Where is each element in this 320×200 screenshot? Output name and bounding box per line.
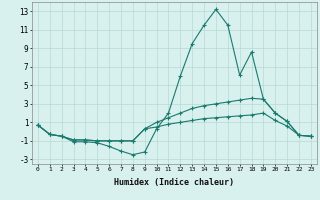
X-axis label: Humidex (Indice chaleur): Humidex (Indice chaleur) [115, 178, 234, 187]
